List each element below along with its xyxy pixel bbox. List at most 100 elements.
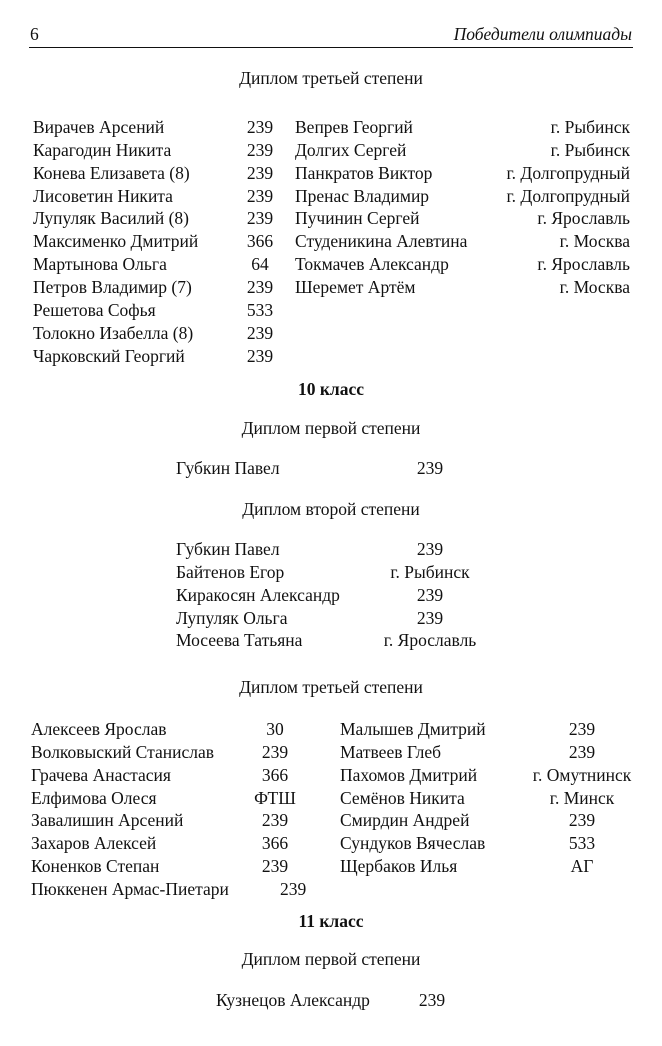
winner-name: Пахомов Дмитрий: [340, 764, 478, 785]
table-row: Петров Владимир (7) 239: [0, 276, 662, 299]
winner-affiliation: 239: [568, 741, 596, 762]
winner-name: Грачева Анастасия: [31, 764, 171, 785]
winner-name: Петров Владимир (7): [33, 276, 192, 297]
winner-affiliation: г. Москва: [559, 276, 630, 297]
table-row: Вепрев Георгий г. Рыбинск: [0, 116, 662, 139]
table-row: Смирдин Андрей 239: [0, 809, 662, 832]
table-row: Байтенов Егор г. Рыбинск: [0, 561, 662, 584]
winner-affiliation: 239: [418, 990, 446, 1010]
diploma-heading: Диплом третьей степени: [239, 68, 423, 88]
winner-name: Студеникина Алевтина: [295, 231, 468, 252]
winner-affiliation: г. Рыбинск: [550, 117, 630, 137]
diploma-heading: Диплом третьей степени: [239, 677, 423, 697]
winner-name: Карагодин Никита: [33, 139, 172, 160]
table-row: Губкин Павел 239: [0, 538, 662, 561]
diploma-heading: Диплом первой степени: [241, 949, 421, 969]
table-row: Щербаков Илья АГ: [0, 855, 662, 878]
winner-affiliation: 239: [246, 322, 274, 343]
winner-name: Щербаков Илья: [340, 856, 458, 877]
winner-affiliation: 239: [246, 185, 274, 206]
table-row: Пюккенен Армас-Пиетари 239: [0, 878, 662, 901]
table-row: Долгих Сергей г. Рыбинск: [0, 139, 662, 162]
grade-heading: 11 класс: [298, 911, 364, 931]
winner-name: Кузнецов Александр: [216, 990, 370, 1010]
winner-affiliation: 239: [280, 878, 307, 899]
table-row: Елфимова Олеся ФТШ: [0, 787, 662, 810]
table-row: Грачева Анастасия 366: [0, 764, 662, 787]
table-row: Лупуляк Василий (8) 239: [0, 207, 662, 230]
winner-name: Пренас Владимир: [295, 185, 430, 206]
table-row: Коненков Степан 239: [0, 855, 662, 878]
winner-name: Вирачев Арсений: [33, 117, 165, 137]
table-row: Матвеев Глеб 239: [0, 741, 662, 764]
table-row: Волковыский Станислав 239: [0, 741, 662, 764]
table-row: Сундуков Вячеслав 533: [0, 832, 662, 855]
winner-affiliation: г. Рыбинск: [390, 561, 470, 582]
winner-affiliation: 239: [246, 345, 274, 366]
table-row: Лупуляк Ольга 239: [0, 607, 662, 630]
winner-affiliation: 533: [568, 833, 596, 854]
winner-affiliation: 239: [261, 741, 289, 762]
table-row: Чарковский Георгий 239: [0, 345, 662, 368]
table-row: Кузнецов Александр 239: [0, 989, 662, 1012]
winner-name: Панкратов Виктор: [295, 162, 433, 183]
winner-name: Токмачев Александр: [295, 254, 449, 275]
winner-name: Максименко Дмитрий: [33, 231, 199, 252]
table-row: Киракосян Александр 239: [0, 584, 662, 607]
winner-affiliation: 239: [416, 607, 444, 628]
winner-affiliation: г. Минск: [549, 787, 615, 808]
grade-heading: 10 класс: [297, 379, 365, 399]
winner-affiliation: АГ: [570, 856, 594, 877]
winner-name: Пучинин Сергей: [295, 208, 420, 229]
winner-affiliation: г. Ярославль: [537, 208, 630, 229]
winner-affiliation: ФТШ: [254, 787, 296, 808]
winner-affiliation: г. Ярославль: [383, 630, 477, 651]
winner-name: Вепрев Георгий: [295, 117, 413, 137]
diploma-heading: Диплом второй степени: [242, 499, 420, 519]
winner-name: Байтенов Егор: [176, 561, 285, 582]
table-row: Толокно Изабелла (8) 239: [0, 322, 662, 345]
table-row: Шеремет Артём г. Москва: [0, 276, 662, 299]
winner-affiliation: 30: [266, 719, 284, 739]
table-row: Лисоветин Никита 239: [0, 185, 662, 208]
winner-affiliation: 239: [246, 208, 274, 229]
winner-name: Сундуков Вячеслав: [340, 833, 486, 854]
winner-affiliation: г. Ярославль: [537, 254, 630, 275]
table-row: Мартынова Ольга 64: [0, 253, 662, 276]
table-row: Пучинин Сергей г. Ярославль: [0, 207, 662, 230]
winner-affiliation: 239: [261, 856, 289, 877]
winner-name: Лупуляк Ольга: [176, 607, 288, 628]
winner-name: Елфимова Олеся: [31, 787, 157, 808]
winner-affiliation: г. Москва: [559, 231, 630, 252]
table-row: Мосеева Татьяна г. Ярославль: [0, 629, 662, 652]
winner-affiliation: 239: [246, 162, 274, 183]
winner-name: Чарковский Георгий: [33, 345, 185, 366]
table-row: Захаров Алексей 366: [0, 832, 662, 855]
winner-name: Лупуляк Василий (8): [33, 208, 190, 229]
winner-affiliation: 239: [568, 810, 596, 831]
winner-name: Коненков Степан: [31, 856, 160, 877]
winner-affiliation: 239: [416, 539, 444, 559]
winner-name: Решетова Софья: [33, 299, 156, 320]
winner-name: Лисоветин Никита: [33, 185, 173, 206]
winner-affiliation: 533: [246, 299, 274, 320]
winner-name: Губкин Павел: [176, 458, 280, 478]
winner-name: Смирдин Андрей: [340, 810, 470, 831]
table-row: Губкин Павел 239: [0, 457, 662, 480]
table-row: Решетова Софья 533: [0, 299, 662, 322]
winner-name: Конева Елизавета (8): [33, 162, 190, 183]
winner-name: Мартынова Ольга: [33, 254, 167, 275]
page-number: 6: [30, 24, 39, 44]
winner-name: Матвеев Глеб: [340, 741, 442, 762]
table-row: Малышев Дмитрий 239: [0, 718, 662, 741]
winner-name: Пюккенен Армас-Пиетари: [31, 878, 229, 899]
winner-affiliation: 239: [416, 584, 444, 605]
winner-affiliation: 239: [416, 458, 444, 478]
winner-name: Завалишин Арсений: [31, 810, 184, 831]
winner-affiliation: г. Долгопрудный: [506, 185, 630, 206]
winner-affiliation: 239: [246, 117, 274, 137]
running-title: Победители олимпиады: [453, 24, 632, 44]
winner-affiliation: г. Рыбинск: [550, 139, 630, 160]
winner-affiliation: 239: [261, 810, 289, 831]
winner-affiliation: 239: [246, 276, 274, 297]
